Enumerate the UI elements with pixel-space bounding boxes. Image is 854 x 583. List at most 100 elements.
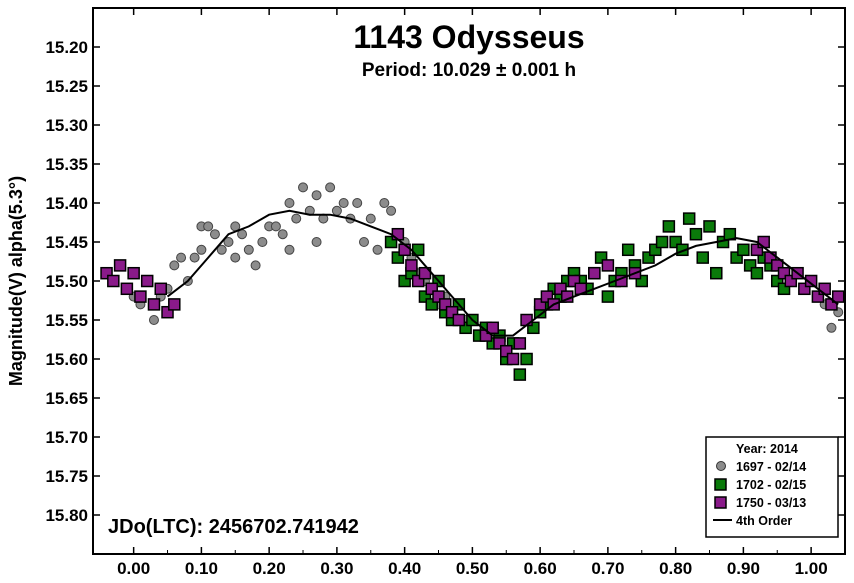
point-1750 (411, 274, 425, 288)
point-1702 (391, 251, 405, 264)
point-1697 (203, 221, 214, 232)
point-1750 (757, 235, 770, 249)
point-1750 (107, 274, 120, 288)
legend-marker-1750 (714, 496, 727, 509)
y-tick-label: 15.40 (45, 194, 88, 213)
y-tick-label: 15.25 (45, 77, 88, 96)
y-axis-label: Magnitude(V) alpha(5.3°) (6, 176, 26, 386)
point-1702 (682, 212, 696, 225)
point-1702 (730, 251, 743, 264)
point-1697 (243, 244, 254, 255)
point-1702 (601, 290, 615, 303)
point-1750 (140, 274, 154, 288)
point-1750 (425, 282, 438, 296)
point-1697 (257, 237, 268, 247)
point-1702 (513, 368, 527, 381)
y-tick-label: 15.35 (45, 155, 88, 174)
y-tick-label: 15.20 (45, 38, 88, 57)
point-1750 (168, 298, 181, 311)
point-1702 (696, 251, 709, 264)
point-1697 (338, 198, 349, 208)
x-tick-label: 0.90 (727, 559, 760, 578)
point-1750 (493, 337, 506, 350)
point-1697 (169, 260, 180, 271)
point-1750 (513, 337, 527, 350)
point-1702 (642, 251, 655, 264)
point-1750 (811, 290, 825, 303)
point-1750 (120, 282, 134, 296)
point-1697 (284, 198, 295, 208)
point-1750 (161, 305, 174, 319)
point-1702 (425, 298, 438, 311)
point-1750 (506, 352, 520, 366)
point-1702 (771, 274, 784, 288)
point-1750 (601, 259, 615, 272)
point-1750 (798, 282, 811, 296)
point-1697 (209, 229, 220, 240)
x-tick-label: 0.80 (659, 559, 692, 578)
point-1750 (134, 290, 147, 303)
point-1702 (710, 266, 723, 280)
point-1697 (311, 237, 322, 247)
point-1750 (113, 259, 127, 272)
point-1750 (154, 282, 167, 296)
point-1750 (777, 266, 791, 280)
point-1702 (418, 290, 432, 303)
point-1750 (540, 290, 554, 303)
point-1750 (486, 321, 499, 335)
x-tick-label: 0.60 (524, 559, 557, 578)
point-1750 (804, 274, 818, 288)
x-tick-label: 0.20 (253, 559, 286, 578)
y-tick-label: 15.50 (45, 272, 88, 291)
point-1697 (379, 198, 390, 208)
jd-annotation: JDo(LTC): 2456702.741942 (108, 516, 359, 538)
point-1697 (230, 252, 241, 263)
y-axis-ticks: 15.20 15.25 15.30 15.35 15.40 15.45 15.50 15.55… (45, 38, 845, 525)
legend-title: Year: 2014 (736, 442, 798, 456)
x-tick-label: 0.70 (591, 559, 624, 578)
point-1702 (777, 282, 791, 296)
point-1750 (398, 243, 411, 257)
point-1750 (533, 298, 547, 311)
point-1702 (689, 227, 703, 241)
point-1697 (291, 213, 302, 224)
point-1702 (703, 220, 716, 233)
point-1750 (818, 282, 831, 296)
point-1750 (391, 227, 405, 241)
y-tick-label: 15.55 (45, 311, 88, 330)
point-1697 (826, 322, 837, 333)
y-tick-label: 15.30 (45, 116, 88, 135)
x-tick-label: 0.00 (117, 559, 150, 578)
point-1697 (216, 244, 227, 255)
point-1697 (386, 205, 397, 216)
point-1702 (459, 321, 472, 335)
point-1702 (527, 321, 540, 335)
point-1702 (737, 243, 750, 257)
point-1702 (649, 243, 662, 257)
chart-subtitle: Period: 10.029 ± 0.001 h (362, 60, 576, 81)
y-tick-label: 15.80 (45, 506, 88, 525)
x-tick-label: 1.00 (795, 559, 828, 578)
y-tick-label: 15.60 (45, 350, 88, 369)
legend-entry-1702: 1702 - 02/15 (736, 478, 806, 492)
point-1697 (189, 252, 200, 263)
point-1750 (445, 305, 459, 319)
x-tick-label: 0.30 (320, 559, 353, 578)
point-1702 (750, 266, 764, 280)
point-1697 (223, 237, 234, 247)
y-tick-label: 15.45 (45, 233, 88, 252)
point-1750 (100, 266, 113, 280)
point-1750 (432, 290, 445, 303)
y-tick-label: 15.70 (45, 428, 88, 447)
point-1750 (520, 313, 533, 327)
point-1702 (621, 243, 635, 257)
point-1750 (750, 243, 764, 257)
point-1697 (250, 260, 261, 271)
x-tick-label: 0.10 (185, 559, 218, 578)
point-1702 (520, 352, 533, 366)
data-points (100, 182, 845, 381)
point-1697 (358, 237, 369, 247)
point-1702 (743, 259, 757, 272)
point-1697 (352, 198, 363, 208)
